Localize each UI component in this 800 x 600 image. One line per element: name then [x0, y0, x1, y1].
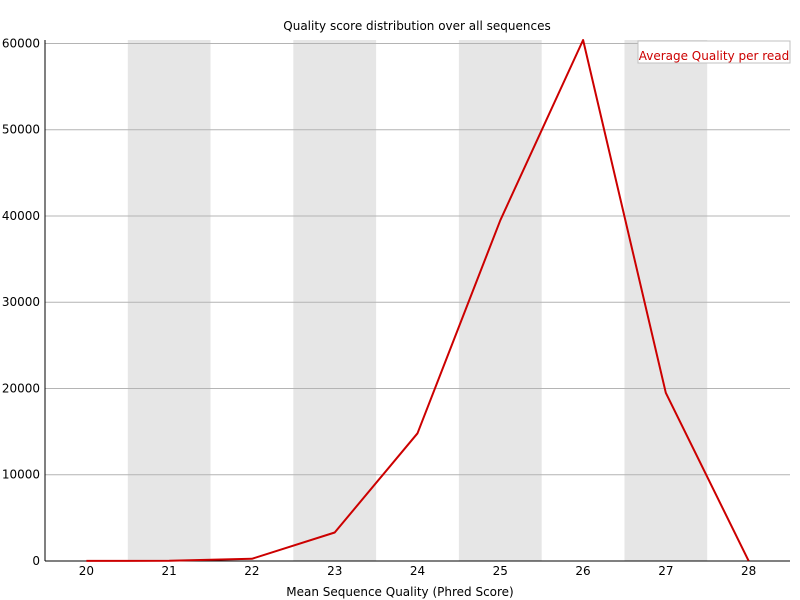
y-tick-60000: 60000	[2, 36, 40, 50]
x-tick-25: 25	[493, 564, 508, 578]
y-tick-40000: 40000	[2, 209, 40, 223]
series-lines	[86, 39, 750, 562]
x-tick-28: 28	[741, 564, 756, 578]
alternating-bands	[127, 40, 708, 561]
band-21	[127, 40, 211, 561]
y-tick-20000: 20000	[2, 381, 40, 395]
x-tick-20: 20	[79, 564, 94, 578]
band-27	[624, 40, 708, 561]
y-tick-10000: 10000	[2, 468, 40, 482]
x-tick-23: 23	[327, 564, 342, 578]
y-tick-0: 0	[32, 554, 40, 568]
legend-entry: Average Quality per read	[639, 49, 790, 63]
y-tick-30000: 30000	[2, 295, 40, 309]
x-tick-24: 24	[410, 564, 425, 578]
y-tick-labels: 0 10000 20000 30000 40000 50000 60000	[2, 36, 40, 568]
band-23	[293, 40, 377, 561]
x-tick-labels: 20 21 22 23 24 25 26 27 28	[79, 564, 757, 578]
y-tick-50000: 50000	[2, 123, 40, 137]
gridlines	[45, 42, 790, 476]
x-tick-22: 22	[244, 564, 259, 578]
chart-title: Quality score distribution over all sequ…	[283, 19, 550, 33]
x-axis-label: Mean Sequence Quality (Phred Score)	[286, 585, 514, 599]
x-tick-21: 21	[162, 564, 177, 578]
band-25	[458, 40, 542, 561]
x-tick-26: 26	[575, 564, 590, 578]
x-tick-27: 27	[658, 564, 673, 578]
legend: Average Quality per read	[637, 40, 791, 64]
series-line-0	[86, 39, 750, 562]
legend-box	[637, 40, 791, 64]
